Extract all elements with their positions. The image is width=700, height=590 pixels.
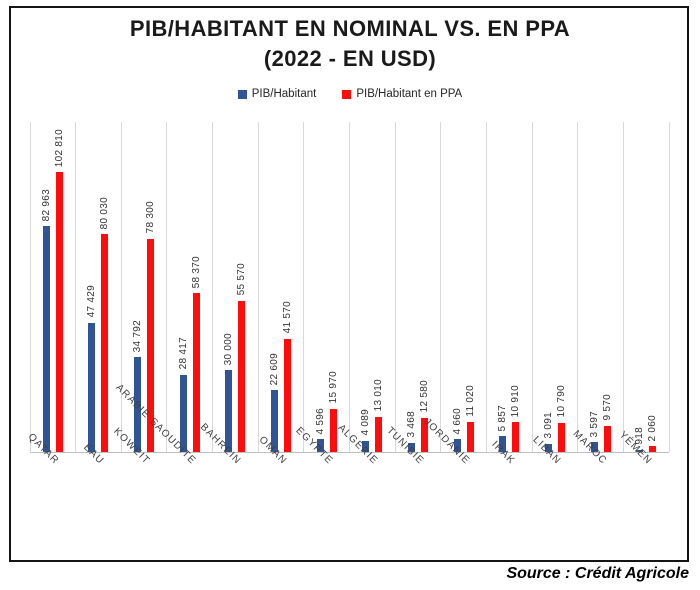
chart-title: PIB/HABITANT EN NOMINAL VS. EN PPA (129, 16, 571, 41)
chart-subtitle: (2022 - EN USD) (263, 46, 437, 71)
gridline (166, 122, 168, 452)
bar-ppa (55, 172, 63, 452)
bar-value-label: 2 060 (647, 414, 659, 442)
bar-ppa (101, 234, 109, 452)
gridline (212, 122, 214, 452)
gridline (75, 122, 77, 452)
bar-value-label: 47 429 (86, 285, 98, 318)
gridline (257, 122, 259, 452)
bar-nominal (88, 322, 96, 452)
bar-nominal (590, 442, 598, 452)
source-credit: Source : Crédit Agricole (506, 565, 689, 582)
bar-nominal (179, 374, 187, 452)
gridline (531, 122, 533, 452)
nominal-swatch-icon (237, 89, 247, 99)
gridline (668, 122, 670, 452)
bar-ppa (420, 417, 428, 452)
bar-nominal (134, 357, 142, 452)
bar-value-label: 22 609 (269, 353, 281, 386)
bar-ppa (284, 338, 292, 452)
bar-ppa (238, 300, 246, 452)
bar-nominal (499, 436, 507, 452)
bar-value-label: 3 468 (405, 411, 417, 438)
bar-value-label: 4 089 (360, 409, 372, 436)
bar-ppa (329, 408, 337, 452)
chart-legend: PIB/Habitant PIB/Habitant en PPA (0, 88, 700, 100)
bar-ppa (512, 422, 520, 452)
bar-ppa (192, 293, 200, 452)
bar-value-label: 82 963 (40, 188, 52, 222)
bar-ppa (603, 425, 611, 452)
legend-item-nominal: PIB/Habitant (237, 88, 317, 100)
bar-nominal (42, 226, 50, 452)
bar-value-label: 58 370 (190, 255, 202, 289)
bar-value-label: 9 570 (601, 394, 613, 421)
bar-value-label: 5 857 (497, 404, 509, 432)
bar-value-label: 30 000 (223, 332, 235, 366)
bar-nominal (453, 439, 461, 452)
bar-value-label: 3 597 (588, 410, 600, 438)
bar-value-label: 12 580 (418, 380, 430, 413)
gridline (303, 122, 305, 452)
gridline (29, 122, 31, 452)
plot-area: 82 963 102 810 QATAR 47 429 80 030 EAU 34 792 7… (25, 122, 670, 467)
bar-value-label: 10 910 (510, 384, 522, 418)
legend-item-ppa: PIB/Habitant en PPA (342, 88, 462, 100)
gridline (485, 122, 487, 452)
gridline (349, 122, 350, 452)
ppa-swatch-icon (342, 89, 352, 99)
bar-nominal (316, 439, 324, 452)
gridline (440, 122, 442, 452)
gridline (120, 122, 122, 452)
bar-value-label: 34 792 (132, 319, 144, 353)
bar-value-label: 28 417 (177, 337, 189, 370)
bar-value-label: 11 020 (464, 385, 476, 417)
bar-value-label: 4 660 (451, 407, 463, 435)
bar-ppa (466, 422, 474, 452)
bar-value-label: 80 030 (99, 196, 111, 230)
bar-nominal (544, 443, 552, 452)
legend-label: PIB/Habitant en PPA (356, 88, 463, 100)
bar-nominal (271, 390, 279, 452)
bar-value-label: 41 570 (282, 301, 294, 334)
gridline (394, 122, 396, 452)
bar-ppa (375, 416, 383, 452)
bar-value-label: 102 810 (53, 128, 65, 167)
bar-nominal (636, 449, 644, 452)
gridline (622, 122, 624, 452)
bar-value-label: 15 970 (327, 371, 339, 404)
bar-value-label: 13 010 (373, 379, 385, 412)
bar-ppa (147, 238, 155, 452)
bar-nominal (407, 442, 415, 452)
bar-nominal (362, 440, 370, 452)
bar-ppa (557, 422, 565, 452)
bar-value-label: 4 596 (314, 407, 326, 435)
bar-value-label: 10 790 (555, 385, 567, 418)
bar-value-label: 78 300 (145, 201, 157, 234)
legend-label: PIB/Habitant (251, 88, 317, 100)
bar-nominal (225, 370, 233, 452)
gridline (577, 122, 579, 452)
bar-ppa (649, 446, 657, 452)
bar-value-label: 55 570 (236, 263, 248, 296)
bar-value-label: 3 091 (542, 412, 554, 439)
